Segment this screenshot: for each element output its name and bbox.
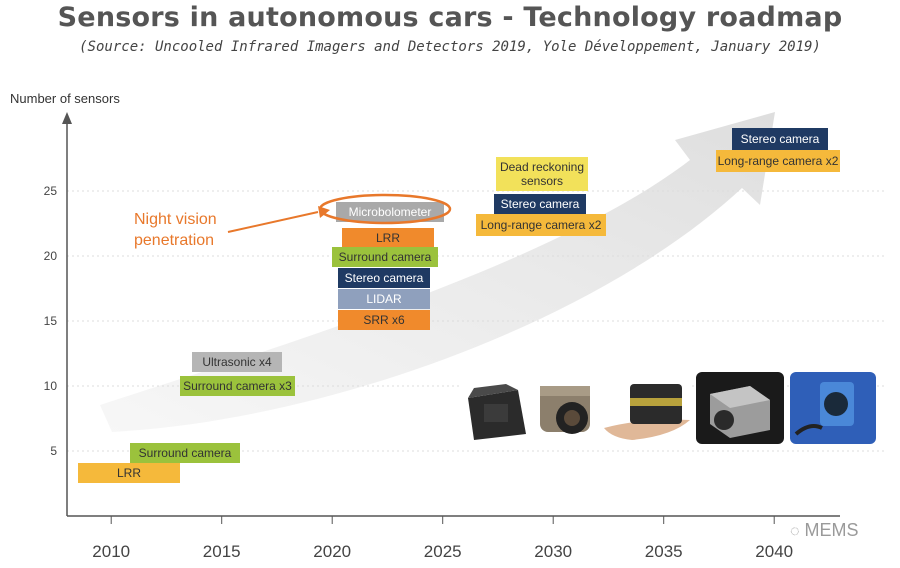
- lidar-icon: [602, 378, 692, 444]
- photo-radar-module: [460, 378, 530, 442]
- sensor-box-2040-stereo-camera: [732, 128, 828, 150]
- sensor-box-2010-lrr: [78, 463, 180, 483]
- wechat-icon: ◌: [790, 523, 800, 540]
- sensor-label-2025-stereo-camera: Stereo camera: [501, 197, 580, 211]
- sensor-label-2010-lrr: LRR: [117, 466, 141, 480]
- sensor-box-2020-lrr: [342, 228, 434, 248]
- sensor-box-2025-dead-reckoning-sensors: [496, 157, 588, 191]
- blue-sensor-icon: [790, 372, 876, 444]
- sensor-label-2010-surround-camera: Surround camera: [139, 446, 232, 460]
- sensor-box-2020-microbolometer: [336, 202, 444, 222]
- annotation-night-vision: Night vision: [134, 211, 217, 228]
- sensor-label-2020-srr-x6: SRR x6: [363, 313, 405, 327]
- sensor-label-2040-long-range-camera-x2: Long-range camera x2: [718, 154, 839, 168]
- sensor-box-2020-surround-camera: [332, 247, 438, 267]
- sensor-box-2015-ultrasonic-x4: [192, 352, 282, 372]
- y-axis-label: Number of sensors: [10, 91, 120, 106]
- x-tick-2025: 2025: [424, 542, 462, 561]
- sensor-box-2010-surround-camera: [130, 443, 240, 463]
- x-tick-2020: 2020: [313, 542, 351, 561]
- x-tick-2030: 2030: [534, 542, 572, 561]
- y-tick-15: 15: [44, 314, 58, 328]
- x-tick-2040: 2040: [755, 542, 793, 561]
- sensor-label-2020-surround-camera: Surround camera: [339, 250, 432, 264]
- sensor-label-2015-ultrasonic-x4: Ultrasonic x4: [202, 355, 272, 369]
- annotation-arrow-line: [227, 211, 319, 233]
- chart-subtitle: (Source: Uncooled Infrared Imagers and D…: [79, 39, 821, 55]
- y-axis-arrowhead: [62, 112, 72, 124]
- sensor-box-2020-lidar: [338, 289, 430, 309]
- sensor-box-2040-long-range-camera-x2: [716, 150, 840, 172]
- sensor-box-2020-srr-x6: [338, 310, 430, 330]
- microbolometer-highlight-ellipse: [318, 193, 452, 225]
- sensor-label-2015-surround-camera-x3: Surround camera x3: [183, 379, 292, 393]
- sensor-label-2020-microbolometer: Microbolometer: [349, 205, 432, 219]
- automotive-camera-icon: [532, 378, 600, 444]
- annotation-penetration: penetration: [134, 232, 214, 249]
- sensor-label-2025-long-range-camera-x2: Long-range camera x2: [481, 218, 602, 232]
- sensor-label-2040-stereo-camera: Stereo camera: [741, 132, 820, 146]
- y-tick-5: 5: [50, 444, 57, 458]
- sensor-label-2025-dead-reckoning-sensors-line2: sensors: [521, 174, 563, 188]
- radar-module-icon: [460, 378, 530, 442]
- thermal-camera-icon: [696, 372, 784, 444]
- stage-2015: Ultrasonic x4 Surround camera x3: [180, 352, 295, 396]
- sensor-box-2015-surround-camera-x3: [180, 376, 295, 396]
- x-tick-2010: 2010: [92, 542, 130, 561]
- stage-2020: Microbolometer LRR Surround camera Stereo c…: [332, 202, 444, 330]
- sensor-label-2025-dead-reckoning-sensors-line1: Dead reckoning: [500, 160, 584, 174]
- watermark-mems: ◌ MEMS: [790, 520, 859, 541]
- stage-2040: Stereo camera Long-range camera x2: [716, 128, 840, 172]
- y-tick-10: 10: [44, 379, 58, 393]
- photo-thermal-camera: [696, 372, 784, 444]
- photo-blue-sensor-module: [790, 372, 876, 444]
- y-tick-25: 25: [44, 184, 58, 198]
- y-tick-20: 20: [44, 249, 58, 263]
- sensor-label-2020-lrr: LRR: [376, 231, 400, 245]
- photo-automotive-camera: [532, 378, 600, 444]
- chart-title: Sensors in autonomous cars - Technology …: [57, 2, 843, 33]
- stage-2010: Surround camera LRR: [78, 443, 240, 483]
- sensor-box-2025-stereo-camera: [494, 194, 586, 214]
- sensor-box-2020-stereo-camera: [338, 268, 430, 288]
- x-tick-2015: 2015: [203, 542, 241, 561]
- sensor-label-2020-stereo-camera: Stereo camera: [345, 271, 424, 285]
- photo-lidar-in-hand: [602, 378, 692, 444]
- sensor-boxes: Surround camera LRR Ultrasonic x4 Surround …: [78, 128, 840, 483]
- sensor-box-2025-long-range-camera-x2: [476, 214, 606, 236]
- sensor-label-2020-lidar: LIDAR: [366, 292, 402, 306]
- x-tick-2035: 2035: [645, 542, 683, 561]
- watermark-text: MEMS: [804, 520, 859, 540]
